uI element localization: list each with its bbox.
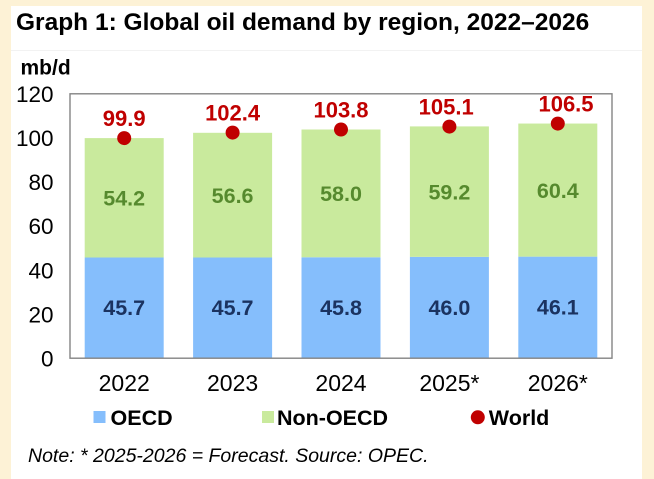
svg-text:106.5: 106.5 [538, 92, 593, 117]
svg-text:120: 120 [16, 82, 54, 107]
svg-text:100: 100 [16, 126, 54, 151]
svg-text:2024: 2024 [315, 370, 366, 396]
svg-text:40: 40 [28, 258, 53, 283]
svg-text:105.1: 105.1 [419, 95, 474, 120]
svg-text:0: 0 [41, 346, 54, 371]
svg-text:Non-OECD: Non-OECD [277, 406, 388, 430]
svg-text:45.8: 45.8 [320, 296, 362, 320]
svg-text:59.2: 59.2 [428, 180, 470, 204]
svg-text:103.8: 103.8 [313, 98, 368, 123]
svg-text:mb/d: mb/d [21, 57, 71, 80]
svg-text:45.7: 45.7 [212, 296, 254, 320]
svg-text:2023: 2023 [207, 370, 258, 396]
svg-text:Graph 1: Global oil demand by: Graph 1: Global oil demand by region, 20… [16, 9, 589, 36]
svg-text:World: World [489, 406, 550, 430]
svg-text:102.4: 102.4 [205, 101, 261, 126]
svg-text:2026*: 2026* [528, 370, 588, 396]
svg-text:80: 80 [28, 170, 53, 195]
svg-text:60.4: 60.4 [537, 179, 579, 203]
svg-text:99.9: 99.9 [103, 106, 146, 131]
svg-text:46.1: 46.1 [537, 296, 579, 320]
svg-text:20: 20 [28, 302, 53, 327]
svg-text:2022: 2022 [99, 370, 150, 396]
svg-text:54.2: 54.2 [103, 187, 145, 211]
svg-text:2025*: 2025* [419, 370, 479, 396]
svg-text:45.7: 45.7 [103, 296, 145, 320]
svg-text:60: 60 [28, 214, 53, 239]
svg-text:OECD: OECD [111, 406, 173, 430]
svg-text:58.0: 58.0 [320, 182, 362, 206]
svg-text:46.0: 46.0 [428, 296, 470, 320]
svg-text:56.6: 56.6 [212, 184, 254, 208]
svg-text:Note: * 2025-2026 = Forecast.: Note: * 2025-2026 = Forecast. Source: OP… [28, 445, 429, 467]
